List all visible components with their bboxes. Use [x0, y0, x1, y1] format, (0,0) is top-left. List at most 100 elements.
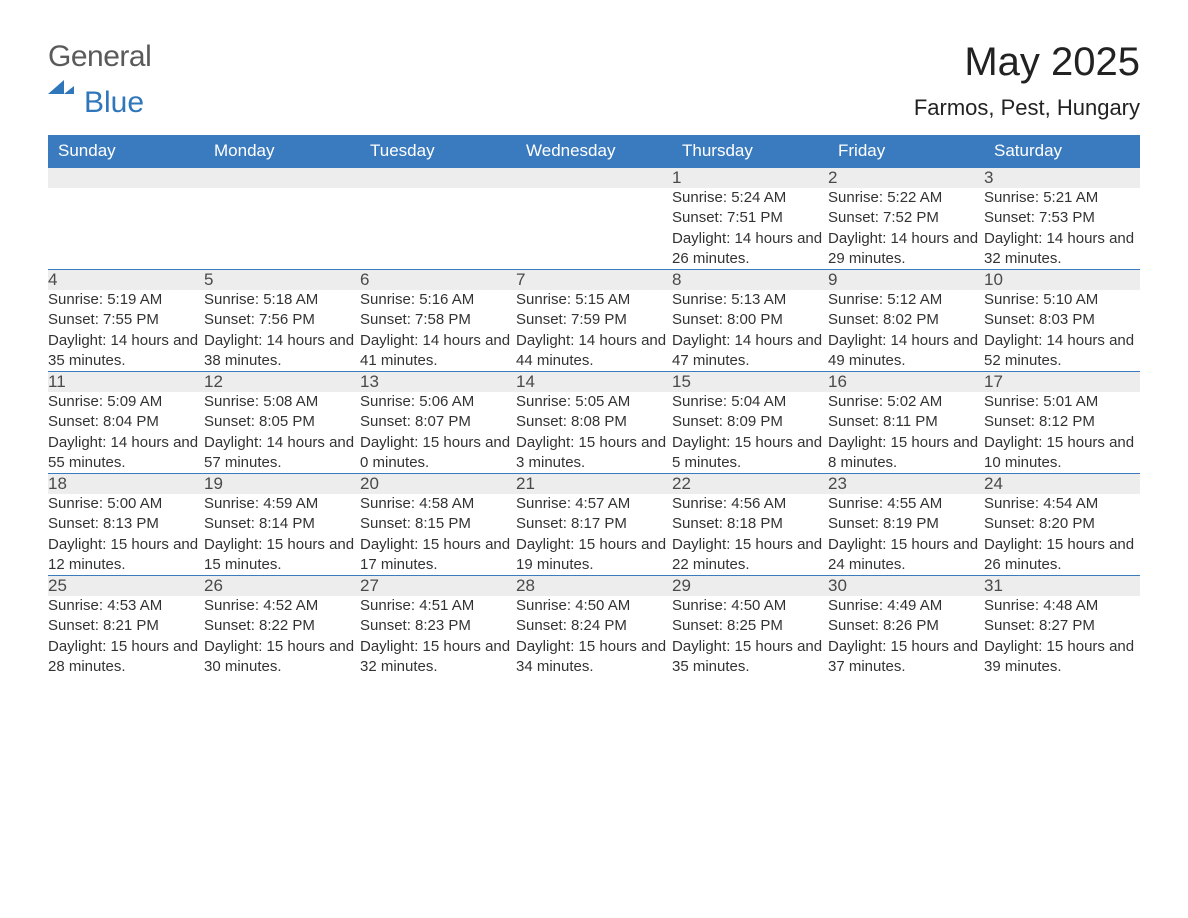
day-detail-cell: Sunrise: 5:22 AMSunset: 7:52 PMDaylight:…: [828, 188, 984, 270]
day-number-cell: 4: [48, 270, 204, 290]
sunset-line: Sunset: 8:26 PM: [828, 616, 984, 636]
sunrise-line: Sunrise: 5:06 AM: [360, 392, 516, 412]
day-detail-cell: Sunrise: 5:05 AMSunset: 8:08 PMDaylight:…: [516, 392, 672, 474]
daylight-line: Daylight: 15 hours and 32 minutes.: [360, 637, 516, 678]
sunrise-line: Sunrise: 4:48 AM: [984, 596, 1140, 616]
sunset-line: Sunset: 8:11 PM: [828, 412, 984, 432]
sunrise-line: Sunrise: 5:08 AM: [204, 392, 360, 412]
sunset-line: Sunset: 8:19 PM: [828, 514, 984, 534]
daylight-line: Daylight: 15 hours and 39 minutes.: [984, 637, 1140, 678]
sunset-line: Sunset: 7:59 PM: [516, 310, 672, 330]
logo-text-general: General: [48, 40, 151, 73]
sunset-line: Sunset: 8:18 PM: [672, 514, 828, 534]
day-detail-cell: Sunrise: 5:10 AMSunset: 8:03 PMDaylight:…: [984, 290, 1140, 372]
daylight-line: Daylight: 14 hours and 35 minutes.: [48, 331, 204, 372]
sunset-line: Sunset: 8:22 PM: [204, 616, 360, 636]
day-number-cell: 10: [984, 270, 1140, 290]
day-detail-row: Sunrise: 4:53 AMSunset: 8:21 PMDaylight:…: [48, 596, 1140, 677]
day-detail-row: Sunrise: 5:24 AMSunset: 7:51 PMDaylight:…: [48, 188, 1140, 270]
sunset-line: Sunset: 8:04 PM: [48, 412, 204, 432]
day-number-cell: 23: [828, 474, 984, 494]
day-number-cell: 29: [672, 576, 828, 596]
sunrise-line: Sunrise: 5:01 AM: [984, 392, 1140, 412]
day-detail-cell: Sunrise: 5:00 AMSunset: 8:13 PMDaylight:…: [48, 494, 204, 576]
day-detail-cell: Sunrise: 5:15 AMSunset: 7:59 PMDaylight:…: [516, 290, 672, 372]
day-number-cell: 18: [48, 474, 204, 494]
day-number-cell: 30: [828, 576, 984, 596]
day-detail-row: Sunrise: 5:09 AMSunset: 8:04 PMDaylight:…: [48, 392, 1140, 474]
daylight-line: Daylight: 14 hours and 26 minutes.: [672, 229, 828, 270]
day-number-cell: 21: [516, 474, 672, 494]
daylight-line: Daylight: 15 hours and 30 minutes.: [204, 637, 360, 678]
weekday-header: Wednesday: [516, 135, 672, 168]
sunrise-line: Sunrise: 5:05 AM: [516, 392, 672, 412]
sunrise-line: Sunrise: 4:58 AM: [360, 494, 516, 514]
daylight-line: Daylight: 14 hours and 38 minutes.: [204, 331, 360, 372]
day-number-cell: 7: [516, 270, 672, 290]
sunset-line: Sunset: 8:05 PM: [204, 412, 360, 432]
day-number-cell: 19: [204, 474, 360, 494]
brand-logo: General Blue: [48, 40, 153, 120]
sunset-line: Sunset: 8:09 PM: [672, 412, 828, 432]
weekday-header: Tuesday: [360, 135, 516, 168]
day-detail-row: Sunrise: 5:19 AMSunset: 7:55 PMDaylight:…: [48, 290, 1140, 372]
day-detail-cell: Sunrise: 5:24 AMSunset: 7:51 PMDaylight:…: [672, 188, 828, 270]
sunrise-line: Sunrise: 5:18 AM: [204, 290, 360, 310]
day-detail-cell: Sunrise: 5:21 AMSunset: 7:53 PMDaylight:…: [984, 188, 1140, 270]
daylight-line: Daylight: 15 hours and 0 minutes.: [360, 433, 516, 474]
sunset-line: Sunset: 8:23 PM: [360, 616, 516, 636]
daylight-line: Daylight: 15 hours and 24 minutes.: [828, 535, 984, 576]
sunset-line: Sunset: 7:58 PM: [360, 310, 516, 330]
daylight-line: Daylight: 15 hours and 22 minutes.: [672, 535, 828, 576]
daylight-line: Daylight: 14 hours and 29 minutes.: [828, 229, 984, 270]
sunset-line: Sunset: 8:03 PM: [984, 310, 1140, 330]
day-detail-cell: [516, 188, 672, 270]
daylight-line: Daylight: 15 hours and 3 minutes.: [516, 433, 672, 474]
day-detail-cell: Sunrise: 5:13 AMSunset: 8:00 PMDaylight:…: [672, 290, 828, 372]
sunrise-line: Sunrise: 4:51 AM: [360, 596, 516, 616]
day-number-cell: 3: [984, 168, 1140, 188]
sunrise-line: Sunrise: 4:59 AM: [204, 494, 360, 514]
day-detail-cell: Sunrise: 5:12 AMSunset: 8:02 PMDaylight:…: [828, 290, 984, 372]
day-number-cell: 17: [984, 372, 1140, 392]
day-number-cell: 9: [828, 270, 984, 290]
day-number-cell: 5: [204, 270, 360, 290]
daylight-line: Daylight: 15 hours and 8 minutes.: [828, 433, 984, 474]
calendar-table: Sunday Monday Tuesday Wednesday Thursday…: [48, 135, 1140, 677]
day-number-cell: 28: [516, 576, 672, 596]
daylight-line: Daylight: 15 hours and 26 minutes.: [984, 535, 1140, 576]
sunset-line: Sunset: 8:24 PM: [516, 616, 672, 636]
logo-mark-icon: [48, 74, 153, 94]
sunset-line: Sunset: 8:15 PM: [360, 514, 516, 534]
sunrise-line: Sunrise: 4:50 AM: [516, 596, 672, 616]
day-number-row: 18192021222324: [48, 474, 1140, 494]
day-detail-cell: Sunrise: 4:50 AMSunset: 8:24 PMDaylight:…: [516, 596, 672, 677]
day-detail-cell: Sunrise: 4:50 AMSunset: 8:25 PMDaylight:…: [672, 596, 828, 677]
day-number-cell: 22: [672, 474, 828, 494]
sunrise-line: Sunrise: 5:10 AM: [984, 290, 1140, 310]
day-detail-cell: Sunrise: 5:01 AMSunset: 8:12 PMDaylight:…: [984, 392, 1140, 474]
day-number-cell: 2: [828, 168, 984, 188]
weekday-header: Thursday: [672, 135, 828, 168]
daylight-line: Daylight: 15 hours and 5 minutes.: [672, 433, 828, 474]
weekday-header: Monday: [204, 135, 360, 168]
sunrise-line: Sunrise: 4:49 AM: [828, 596, 984, 616]
sunrise-line: Sunrise: 5:21 AM: [984, 188, 1140, 208]
day-detail-cell: Sunrise: 4:51 AMSunset: 8:23 PMDaylight:…: [360, 596, 516, 677]
day-detail-cell: [360, 188, 516, 270]
day-number-cell: 25: [48, 576, 204, 596]
day-number-row: 123: [48, 168, 1140, 188]
day-detail-cell: Sunrise: 4:54 AMSunset: 8:20 PMDaylight:…: [984, 494, 1140, 576]
day-detail-row: Sunrise: 5:00 AMSunset: 8:13 PMDaylight:…: [48, 494, 1140, 576]
day-detail-cell: Sunrise: 5:19 AMSunset: 7:55 PMDaylight:…: [48, 290, 204, 372]
sunrise-line: Sunrise: 5:13 AM: [672, 290, 828, 310]
daylight-line: Daylight: 14 hours and 55 minutes.: [48, 433, 204, 474]
sunset-line: Sunset: 8:14 PM: [204, 514, 360, 534]
sunrise-line: Sunrise: 5:09 AM: [48, 392, 204, 412]
day-number-row: 25262728293031: [48, 576, 1140, 596]
day-number-cell: [516, 168, 672, 188]
daylight-line: Daylight: 14 hours and 41 minutes.: [360, 331, 516, 372]
day-detail-cell: Sunrise: 5:06 AMSunset: 8:07 PMDaylight:…: [360, 392, 516, 474]
day-detail-cell: Sunrise: 5:02 AMSunset: 8:11 PMDaylight:…: [828, 392, 984, 474]
sunrise-line: Sunrise: 4:54 AM: [984, 494, 1140, 514]
